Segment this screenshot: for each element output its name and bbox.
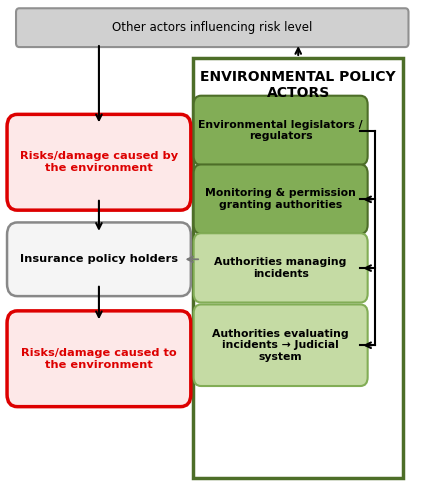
- FancyBboxPatch shape: [194, 304, 368, 386]
- FancyBboxPatch shape: [7, 115, 191, 210]
- FancyBboxPatch shape: [16, 8, 408, 47]
- FancyBboxPatch shape: [7, 311, 191, 407]
- Text: Risks/damage caused by
the environment: Risks/damage caused by the environment: [20, 152, 178, 173]
- Text: Authorities evaluating
incidents → Judicial
system: Authorities evaluating incidents → Judic…: [212, 329, 349, 362]
- Text: Insurance policy holders: Insurance policy holders: [20, 254, 178, 264]
- Text: Environmental legislators /
regulators: Environmental legislators / regulators: [198, 120, 363, 141]
- Text: ENVIRONMENTAL POLICY
ACTORS: ENVIRONMENTAL POLICY ACTORS: [200, 70, 396, 100]
- FancyBboxPatch shape: [7, 222, 191, 296]
- Text: Other actors influencing risk level: Other actors influencing risk level: [112, 21, 312, 34]
- FancyBboxPatch shape: [194, 233, 368, 302]
- FancyBboxPatch shape: [194, 165, 368, 234]
- Text: Risks/damage caused to
the environment: Risks/damage caused to the environment: [21, 348, 177, 370]
- FancyBboxPatch shape: [194, 96, 368, 165]
- Text: Monitoring & permission
granting authorities: Monitoring & permission granting authori…: [205, 188, 356, 210]
- Bar: [193, 58, 403, 478]
- Text: Authorities managing
incidents: Authorities managing incidents: [214, 257, 347, 279]
